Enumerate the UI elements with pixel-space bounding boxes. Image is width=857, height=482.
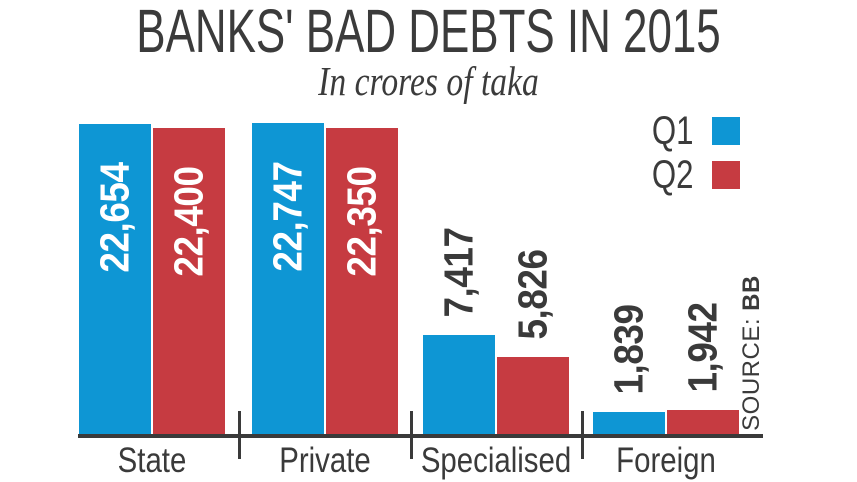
value-text: 1,839 — [605, 303, 652, 395]
bar-specialised-q2 — [497, 357, 569, 437]
bar-foreign-q2 — [667, 410, 739, 437]
value-text: 7,417 — [435, 226, 482, 318]
bar-private-q1 — [252, 123, 324, 437]
category-divider-tick — [410, 411, 413, 459]
bar-state-q2 — [153, 128, 225, 437]
chart-subtitle: In crores of taka — [318, 58, 539, 104]
source-text: SOURCE: BB — [738, 274, 766, 431]
legend-item-q1: Q1 — [620, 111, 740, 151]
bar-foreign-q1 — [593, 412, 665, 437]
category-label-specialised: Specialised — [420, 441, 572, 480]
value-label-specialised-q1: 7,417 — [423, 217, 495, 327]
category-label-private: Private — [279, 441, 371, 480]
source-label: SOURCE: — [738, 317, 766, 431]
value-label-specialised-q2: 5,826 — [497, 239, 569, 349]
value-text: 5,826 — [509, 248, 556, 340]
value-label-foreign-q1: 1,839 — [593, 294, 665, 404]
bar-private-q2 — [326, 128, 398, 437]
legend-label-q2: Q2 — [651, 152, 694, 197]
legend: Q1 Q2 — [620, 111, 740, 195]
chart-title: BANKS' BAD DEBTS IN 2015 — [136, 0, 721, 65]
bar-state-q1 — [79, 124, 151, 437]
legend-swatch-q2-icon — [712, 160, 740, 189]
category-divider-tick — [238, 411, 241, 459]
x-axis-line — [78, 434, 763, 438]
value-text: 1,942 — [679, 301, 726, 393]
legend-item-q2: Q2 — [620, 155, 740, 195]
category-label-foreign: Foreign — [616, 441, 716, 480]
bar-specialised-q1 — [423, 335, 495, 437]
legend-label-q1: Q1 — [651, 108, 694, 153]
source-value: BB — [738, 274, 766, 311]
category-label-state: State — [117, 441, 187, 480]
category-divider-tick — [581, 411, 584, 459]
legend-swatch-q1-icon — [712, 116, 740, 145]
